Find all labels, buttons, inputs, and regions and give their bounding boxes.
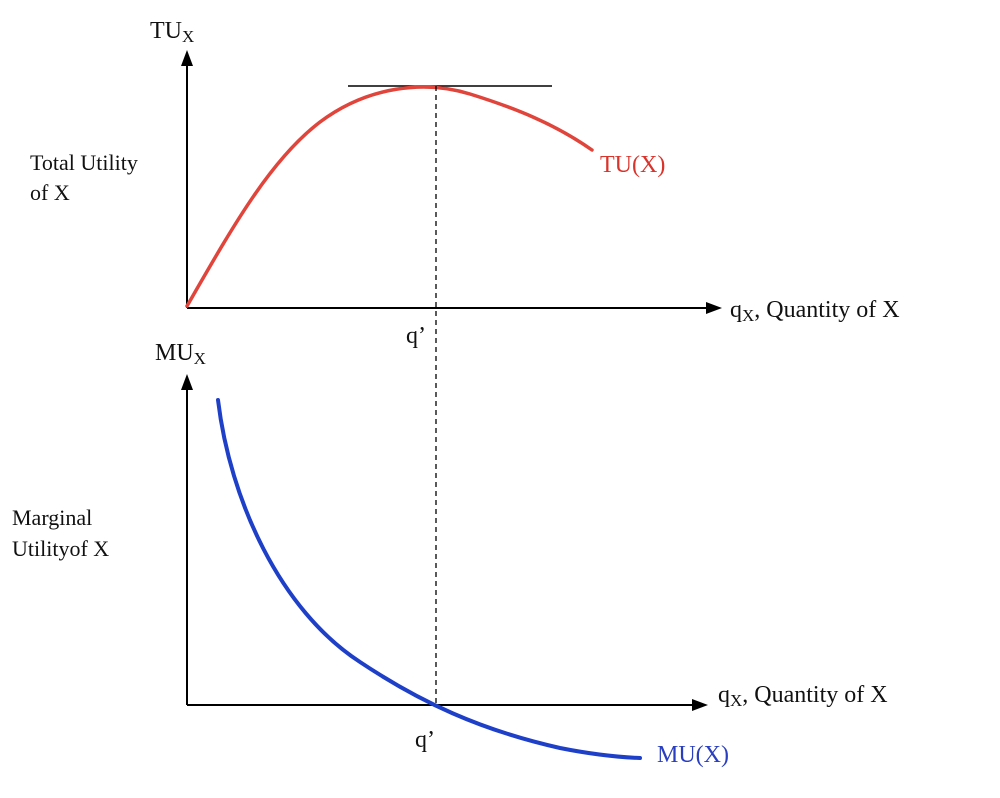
bottom-y-axis-arrow-icon — [181, 374, 193, 390]
bottom-x-axis-arrow-icon — [692, 699, 708, 711]
bottom-y-axis-title-line2: Utilityof X — [12, 536, 109, 561]
bottom-y-axis-title-line1: Marginal — [12, 505, 92, 530]
top-y-axis-symbol: TUX — [150, 18, 194, 46]
mu-curve — [216, 398, 642, 760]
top-q-prime-label: q’ — [406, 323, 426, 349]
bottom-y-axis-symbol-main: MU — [155, 340, 194, 366]
bottom-x-axis-text: , Quantity of X — [742, 682, 887, 708]
bottom-x-axis-subscript: X — [730, 691, 742, 710]
bottom-y-axis-symbol: MUX — [155, 340, 206, 368]
bottom-y-axis-symbol-sub: X — [194, 349, 206, 368]
mu-curve-label: MU(X) — [657, 742, 729, 768]
bottom-x-axis-title: qX, Quantity of X — [718, 682, 888, 710]
top-x-axis-symbol: q — [730, 297, 742, 323]
top-x-axis-text: , Quantity of X — [754, 297, 899, 323]
top-x-axis-arrow-icon — [706, 302, 722, 314]
tu-curve — [185, 85, 594, 308]
top-y-axis-title-line1: Total Utility — [30, 150, 138, 175]
bottom-x-axis-symbol: q — [718, 682, 730, 708]
top-x-axis-subscript: X — [742, 306, 754, 325]
bottom-q-prime-label: q’ — [415, 727, 435, 753]
top-y-axis-symbol-main: TU — [150, 18, 182, 44]
tu-curve-label: TU(X) — [600, 152, 665, 178]
top-panel: TUX Total Utility of X qX, Quantity of X… — [30, 18, 900, 349]
top-y-axis-arrow-icon — [181, 50, 193, 66]
top-y-axis-title-line2: of X — [30, 180, 70, 205]
bottom-panel: MUX Marginal Utilityof X qX, Quantity of… — [12, 340, 888, 768]
top-y-axis-symbol-sub: X — [182, 27, 194, 46]
top-x-axis-title: qX, Quantity of X — [730, 297, 900, 325]
